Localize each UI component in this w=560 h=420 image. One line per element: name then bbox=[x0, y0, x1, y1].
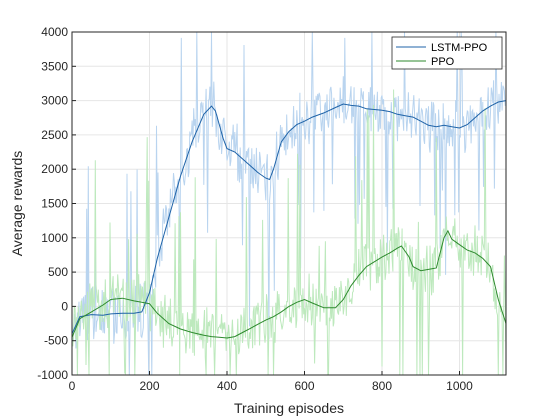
x-tick-label: 1000 bbox=[446, 379, 473, 393]
y-tick-label: 1000 bbox=[41, 231, 68, 245]
legend: LSTM-PPO PPO bbox=[391, 36, 503, 70]
y-axis-label: Average rewards bbox=[9, 151, 25, 257]
series-line-0 bbox=[71, 100, 507, 335]
raw-line-1 bbox=[71, 89, 507, 376]
raw-lines bbox=[71, 31, 507, 376]
y-tick-label: -500 bbox=[44, 334, 68, 348]
x-tick-label: 800 bbox=[372, 379, 392, 393]
y-tick-label: 2500 bbox=[41, 128, 68, 142]
series-line-1 bbox=[71, 229, 507, 339]
x-tick-label: 600 bbox=[294, 379, 314, 393]
legend-box bbox=[391, 36, 503, 70]
y-tick-label: 500 bbox=[48, 265, 68, 279]
y-tick-label: -1000 bbox=[37, 368, 68, 382]
smooth-lines bbox=[71, 100, 507, 339]
ticks: 0 200 400 600 800 1000 -1000 -500 0 500 1000 1500 20… bbox=[37, 25, 473, 393]
y-tick-label: 3500 bbox=[41, 59, 68, 73]
x-axis-label: Training episodes bbox=[234, 400, 344, 416]
legend-label-1: PPO bbox=[431, 56, 455, 68]
y-tick-label: 0 bbox=[61, 299, 68, 313]
x-tick-label: 0 bbox=[69, 379, 76, 393]
y-tick-label: 1500 bbox=[41, 197, 68, 211]
y-tick-label: 2000 bbox=[41, 162, 68, 176]
x-tick-label: 400 bbox=[217, 379, 237, 393]
y-tick-label: 4000 bbox=[41, 25, 68, 39]
legend-label-0: LSTM-PPO bbox=[431, 42, 488, 54]
x-tick-label: 200 bbox=[139, 379, 159, 393]
y-tick-label: 3000 bbox=[41, 94, 68, 108]
